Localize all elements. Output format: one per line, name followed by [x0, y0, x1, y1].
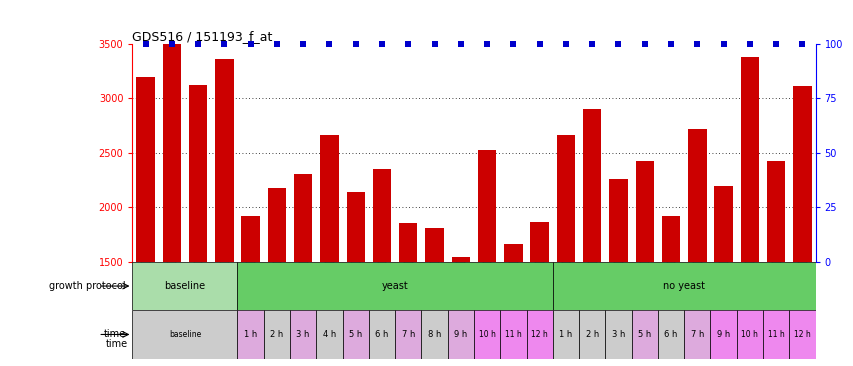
- Text: 2 h: 2 h: [585, 330, 598, 339]
- Bar: [762, 310, 788, 359]
- Text: yeast: yeast: [381, 281, 408, 291]
- Bar: [267, 188, 286, 262]
- Text: 10 h: 10 h: [740, 330, 757, 339]
- Text: GDS516 / 151193_f_at: GDS516 / 151193_f_at: [132, 30, 272, 43]
- Bar: [162, 44, 181, 262]
- Text: baseline: baseline: [164, 281, 206, 291]
- Text: 9 h: 9 h: [454, 330, 467, 339]
- Bar: [373, 169, 391, 262]
- Text: 7 h: 7 h: [690, 330, 703, 339]
- Bar: [421, 310, 447, 359]
- Text: 8 h: 8 h: [427, 330, 441, 339]
- Bar: [241, 216, 259, 262]
- Bar: [425, 228, 444, 262]
- Text: time: time: [103, 329, 125, 340]
- Text: 9 h: 9 h: [717, 330, 729, 339]
- Bar: [792, 86, 810, 262]
- Bar: [503, 244, 522, 262]
- Bar: [661, 216, 680, 262]
- Bar: [740, 57, 758, 262]
- Bar: [368, 310, 395, 359]
- Bar: [478, 150, 496, 262]
- Bar: [657, 310, 683, 359]
- Bar: [473, 310, 500, 359]
- Bar: [132, 310, 237, 359]
- Bar: [189, 85, 207, 262]
- Bar: [605, 310, 631, 359]
- Bar: [583, 109, 601, 262]
- Text: no yeast: no yeast: [663, 281, 705, 291]
- Bar: [346, 192, 364, 262]
- Bar: [578, 310, 605, 359]
- Bar: [552, 310, 578, 359]
- Bar: [766, 161, 785, 262]
- Text: growth protocol: growth protocol: [49, 281, 125, 291]
- Text: 4 h: 4 h: [322, 330, 336, 339]
- Bar: [136, 76, 154, 262]
- Bar: [530, 221, 548, 262]
- Text: 12 h: 12 h: [793, 330, 809, 339]
- Bar: [215, 59, 233, 262]
- Bar: [447, 310, 473, 359]
- Text: 1 h: 1 h: [559, 330, 572, 339]
- Text: 5 h: 5 h: [637, 330, 651, 339]
- Bar: [608, 179, 627, 262]
- Bar: [788, 310, 815, 359]
- Bar: [688, 129, 705, 262]
- Bar: [264, 310, 290, 359]
- Bar: [714, 186, 732, 262]
- Bar: [635, 161, 653, 262]
- Text: 11 h: 11 h: [767, 330, 784, 339]
- Bar: [631, 310, 657, 359]
- Text: 7 h: 7 h: [401, 330, 415, 339]
- Bar: [526, 310, 552, 359]
- Bar: [395, 310, 421, 359]
- Text: 1 h: 1 h: [244, 330, 257, 339]
- Text: 3 h: 3 h: [296, 330, 310, 339]
- Bar: [500, 310, 526, 359]
- Text: 10 h: 10 h: [479, 330, 495, 339]
- Bar: [556, 135, 574, 262]
- Bar: [552, 262, 815, 310]
- Bar: [237, 262, 552, 310]
- Bar: [342, 310, 368, 359]
- Text: 6 h: 6 h: [664, 330, 677, 339]
- Bar: [132, 262, 237, 310]
- Text: 5 h: 5 h: [349, 330, 362, 339]
- Bar: [237, 310, 264, 359]
- Bar: [290, 310, 316, 359]
- Bar: [320, 135, 339, 262]
- Bar: [710, 310, 736, 359]
- Bar: [316, 310, 342, 359]
- Bar: [451, 257, 469, 262]
- Text: time: time: [106, 339, 128, 349]
- Text: 11 h: 11 h: [504, 330, 521, 339]
- Bar: [398, 223, 417, 262]
- Text: 12 h: 12 h: [531, 330, 548, 339]
- Bar: [683, 310, 710, 359]
- Text: 6 h: 6 h: [374, 330, 388, 339]
- Bar: [293, 173, 312, 262]
- Text: baseline: baseline: [169, 330, 200, 339]
- Bar: [736, 310, 762, 359]
- Text: 2 h: 2 h: [270, 330, 283, 339]
- Text: 3 h: 3 h: [611, 330, 624, 339]
